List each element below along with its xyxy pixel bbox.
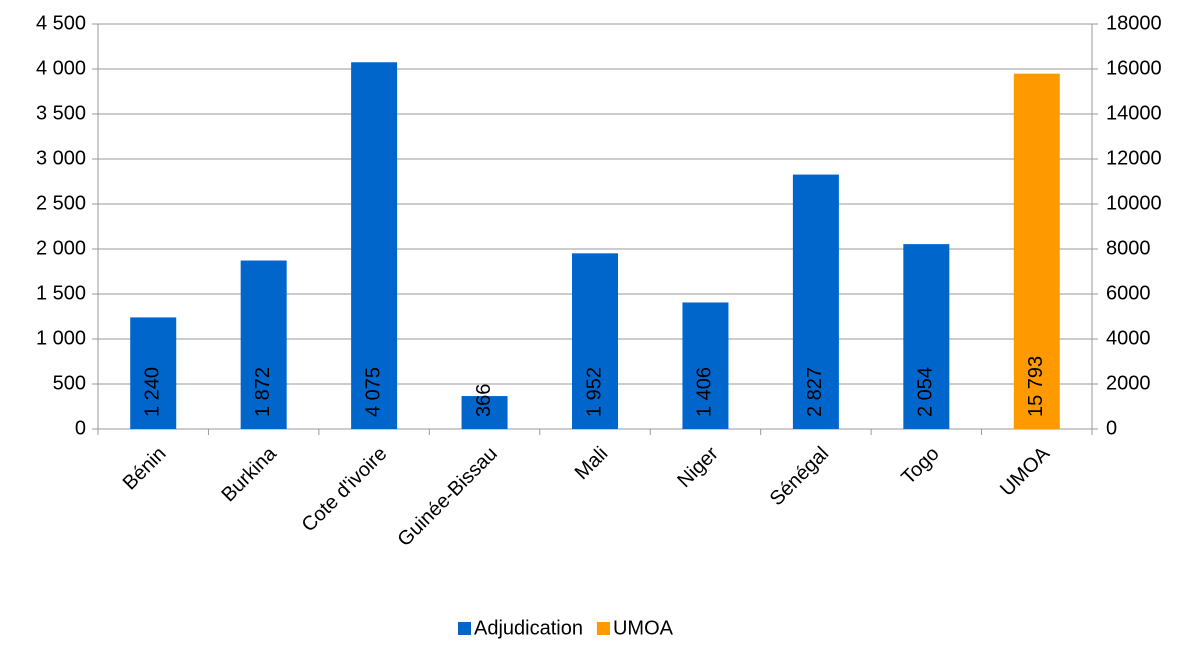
y2-tick-label: 10000: [1106, 192, 1162, 214]
y-tick-label: 2 000: [36, 237, 86, 259]
x-tick-label: Togo: [897, 443, 943, 489]
bar: [682, 302, 729, 429]
y-tick-label: 500: [53, 372, 86, 394]
bar: [572, 253, 618, 429]
y-tick-label: 4 000: [36, 57, 86, 79]
y2-tick-label: 18000: [1106, 12, 1162, 34]
legend-swatch: [458, 622, 471, 635]
bar: [903, 244, 950, 429]
y-tick-label: 3 500: [36, 102, 86, 124]
bar: [1013, 73, 1060, 429]
y-tick-label: 1 000: [36, 327, 86, 349]
data-label: 15 793: [1025, 356, 1047, 417]
data-label: 1 952: [583, 367, 605, 417]
data-label: 4 075: [362, 367, 384, 417]
y-tick-label: 2 500: [36, 192, 86, 214]
x-tick-label: Cote d'ivoire: [298, 443, 392, 537]
data-label: 2 827: [804, 367, 826, 417]
y-tick-label: 4 500: [36, 12, 86, 34]
data-label: 1 240: [142, 367, 164, 417]
legend-label: Adjudication: [474, 617, 583, 639]
y2-tick-label: 6000: [1106, 282, 1151, 304]
y2-tick-label: 4000: [1106, 327, 1151, 349]
legend-label: UMOA: [613, 617, 674, 639]
x-tick-label: UMOA: [996, 442, 1054, 500]
y-tick-label: 3 000: [36, 147, 86, 169]
x-tick-label: Burkina: [217, 442, 281, 506]
y2-tick-label: 2000: [1106, 372, 1151, 394]
data-label: 1 872: [252, 367, 274, 417]
x-tick-label: Sénégal: [766, 443, 833, 510]
data-label: 2 054: [915, 367, 937, 417]
y2-tick-label: 12000: [1106, 147, 1162, 169]
bar: [461, 396, 508, 429]
data-label: 366: [473, 384, 495, 417]
y2-tick-label: 8000: [1106, 237, 1151, 259]
bar: [240, 260, 287, 429]
y2-tick-label: 0: [1106, 417, 1117, 439]
legend-swatch: [596, 622, 610, 635]
y2-tick-label: 16000: [1106, 57, 1162, 79]
y2-tick-label: 14000: [1106, 102, 1162, 124]
x-tick-label: Niger: [673, 442, 723, 492]
bar: [130, 317, 177, 429]
bar: [792, 174, 839, 429]
y-tick-label: 1 500: [36, 282, 86, 304]
bar: [351, 62, 398, 429]
x-tick-label: Mali: [571, 443, 612, 484]
x-tick-label: Bénin: [119, 443, 171, 495]
y-tick-label: 0: [75, 417, 86, 439]
x-tick-label: Guinée-Bissau: [394, 443, 502, 551]
data-label: 1 406: [694, 367, 716, 417]
